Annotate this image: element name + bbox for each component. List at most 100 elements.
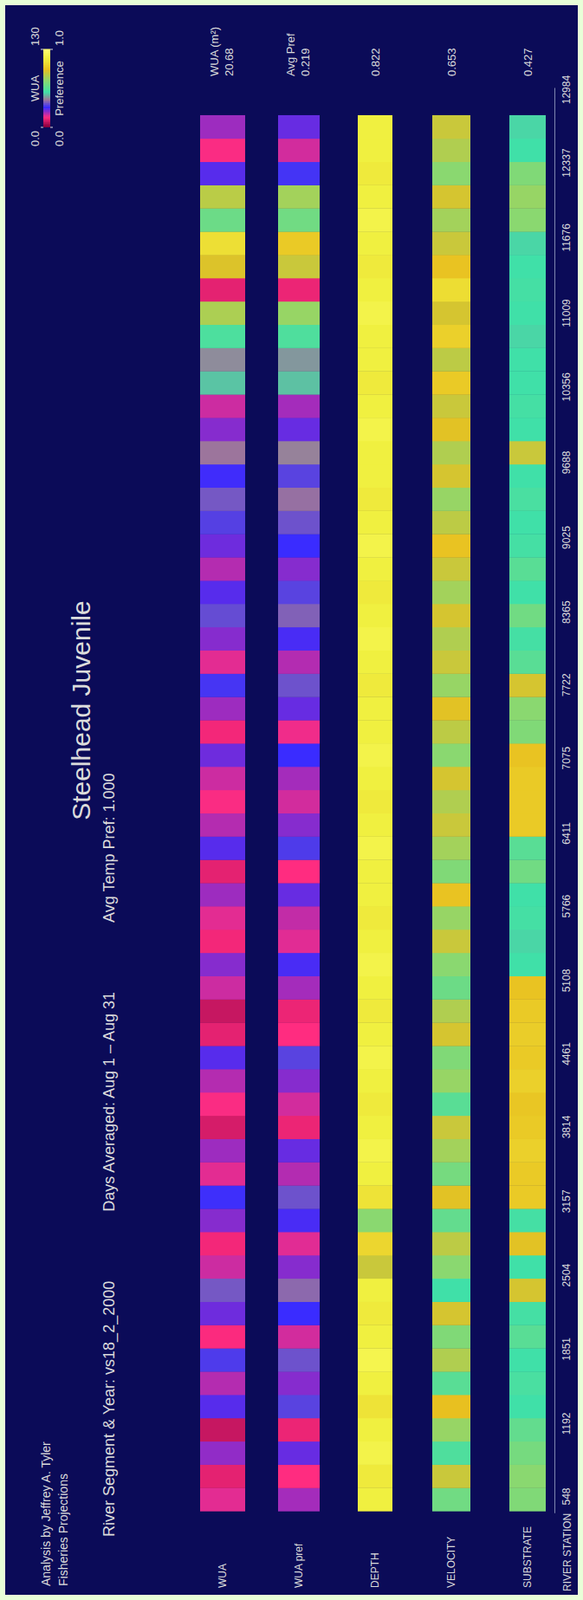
strip-cell [200, 719, 246, 744]
strip-cell [200, 929, 246, 953]
tick: 11009 [554, 298, 573, 328]
strip-cell [509, 882, 546, 907]
strip-cell [200, 231, 246, 255]
strip-cell [278, 1185, 320, 1209]
strip-cell [509, 278, 546, 302]
strip-cell [357, 185, 393, 209]
strip-cell [278, 1068, 320, 1093]
strip-cell [278, 231, 320, 255]
tick: 5766 [554, 893, 573, 918]
strip-cell [432, 813, 471, 837]
strip-cell [357, 487, 393, 512]
strip-cell [357, 1068, 393, 1093]
strip-cell [432, 347, 471, 371]
strip-cell [509, 1302, 546, 1326]
row-label: VELOCITY [445, 1536, 458, 1588]
strip-cell [357, 998, 393, 1023]
tick-label: 1851 [560, 1337, 573, 1361]
row-label: WUA pref [292, 1542, 305, 1588]
tick-label: 7722 [560, 673, 573, 697]
strip-cell [357, 1441, 393, 1465]
strip-cell [432, 557, 471, 581]
strip-cell [278, 115, 320, 139]
strip-cell [200, 510, 246, 534]
tick-label: 1192 [560, 1412, 573, 1435]
strip-cell [200, 1255, 246, 1279]
strip-cell [509, 231, 546, 255]
strip-cell [200, 207, 246, 232]
strip-cell [432, 1139, 471, 1163]
strip-cell [509, 627, 546, 651]
strip-cell [509, 207, 546, 232]
strip-cell [432, 835, 471, 860]
strip-cell [200, 417, 246, 441]
strip-cell [278, 627, 320, 651]
axis-line [554, 88, 556, 1514]
strip-cell [432, 1022, 471, 1046]
strip-cell [357, 696, 393, 720]
strip-cell [432, 790, 471, 814]
tick: 1192 [554, 1412, 573, 1435]
strip-cell [357, 1092, 393, 1116]
summary-value: 0.653 [445, 47, 459, 77]
tick-label: 9025 [560, 525, 573, 550]
strip-cell [509, 115, 546, 139]
strip-cell [509, 324, 546, 349]
strip-cell [357, 1347, 393, 1372]
summary-value: 0.822 [369, 47, 383, 77]
strip-cell [357, 952, 393, 977]
strip-cell [357, 766, 393, 791]
strip [357, 115, 393, 1512]
strip-cell [432, 394, 471, 418]
strip-cell [432, 1347, 471, 1372]
tick-label: 12984 [560, 75, 573, 105]
strip-cell [432, 998, 471, 1023]
strip-cell [278, 719, 320, 744]
strip-cell [200, 859, 246, 883]
strip-cell [357, 580, 393, 604]
strip-cell [509, 790, 546, 814]
tick: 8365 [554, 600, 573, 624]
strip-cell [278, 347, 320, 371]
x-axis: 5481192185125043157381444615108576664117… [554, 75, 573, 1514]
strip-cell [432, 1185, 471, 1209]
subtitle: River Segment & Year: vs18_2_2000 [100, 1281, 119, 1537]
tick-label: 3157 [560, 1189, 573, 1213]
strip-cell [432, 207, 471, 232]
strip-cell [200, 1208, 246, 1232]
tick-label: 3814 [560, 1114, 573, 1139]
strip-cell [509, 1441, 546, 1465]
strip-cell [278, 487, 320, 512]
strip-cell [200, 533, 246, 558]
strip-cell [278, 1139, 320, 1163]
summary-value: 0.219 [298, 47, 312, 77]
strip-cell [509, 719, 546, 744]
strip-cell [200, 1115, 246, 1140]
strip-cell [278, 1418, 320, 1442]
strip-cell [200, 464, 246, 488]
credit: Analysis by Jeffrey A. Tyler [38, 1441, 53, 1587]
tick-label: 10356 [560, 372, 573, 402]
strip-cell [357, 603, 393, 628]
tick: 9025 [554, 525, 573, 550]
strip-cell [357, 835, 393, 860]
strip-cell [278, 790, 320, 814]
strip-cell [509, 650, 546, 674]
strip-cell [278, 929, 320, 953]
colorbar-tick-label: 1.0 [52, 30, 66, 46]
strip-cell [432, 1394, 471, 1419]
strip-cell [278, 161, 320, 186]
strip-cell [200, 1092, 246, 1116]
colorbar-tick-label: 0.0 [52, 130, 66, 147]
strip-cell [278, 1045, 320, 1069]
strip-cell [278, 417, 320, 441]
strip-cell [432, 976, 471, 1000]
strip-cell [200, 324, 246, 349]
strip-cell [357, 161, 393, 186]
strip-cell [432, 138, 471, 162]
strip-cell [509, 906, 546, 930]
summary-label: Avg Pref [284, 32, 298, 77]
strip-cell [357, 510, 393, 534]
strip-cell [432, 1302, 471, 1326]
strip-cell [432, 627, 471, 651]
